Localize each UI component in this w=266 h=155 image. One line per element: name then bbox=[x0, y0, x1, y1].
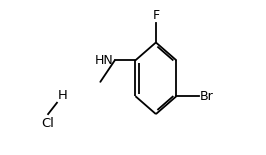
Text: F: F bbox=[152, 9, 160, 22]
Text: Cl: Cl bbox=[42, 117, 55, 130]
Text: H: H bbox=[58, 89, 68, 102]
Text: Br: Br bbox=[200, 90, 214, 103]
Text: HN: HN bbox=[95, 54, 114, 67]
